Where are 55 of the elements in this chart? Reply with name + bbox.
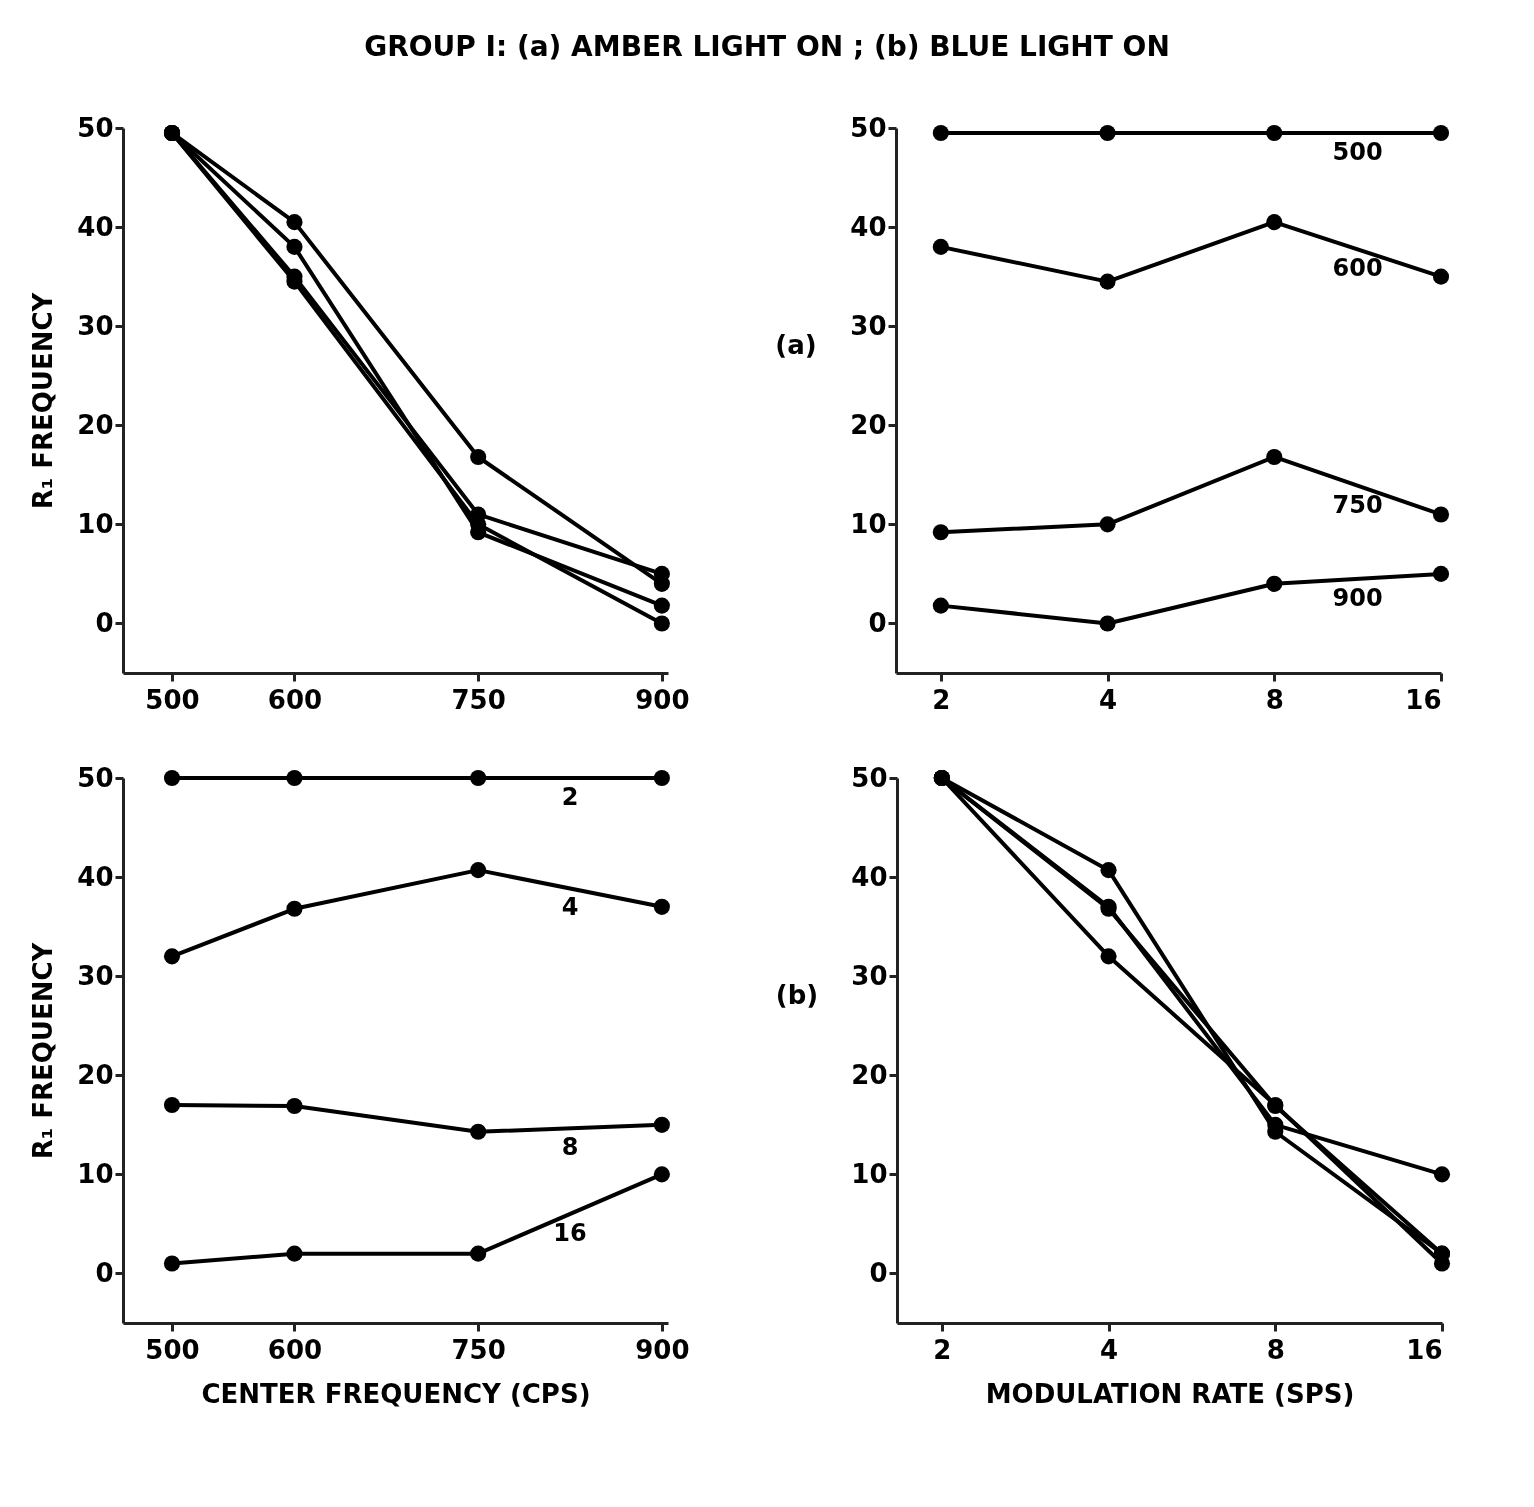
y-tick-label: 30 [850, 310, 887, 341]
x-tick-label: 16 [1406, 1334, 1443, 1365]
x-tick-label: 900 [635, 1334, 690, 1365]
y-tick-label: 30 [851, 960, 888, 991]
series-label: 500 [1332, 137, 1383, 166]
y-tick-label: 50 [77, 762, 114, 793]
x-axis-title: CENTER FREQUENCY (CPS) [201, 1378, 591, 1409]
y-tick-label: 40 [77, 211, 114, 242]
series-label: 900 [1332, 583, 1383, 612]
text: (a) [775, 330, 817, 360]
text: (b) [775, 980, 819, 1010]
x-tick-label: 500 [145, 1334, 200, 1365]
y-axis-title: R₁ FREQUENCY [28, 941, 59, 1160]
y-tick-label: 20 [77, 409, 114, 440]
y-tick-label: 10 [77, 508, 114, 539]
y-tick-label: 30 [77, 960, 114, 991]
y-tick-label: 50 [77, 112, 114, 143]
y-tick-label: 40 [77, 861, 114, 892]
x-tick-label: 750 [451, 1334, 506, 1365]
x-tick-label: 2 [932, 684, 951, 715]
series-label: 600 [1332, 254, 1383, 283]
x-tick-label: 4 [1099, 684, 1118, 715]
x-tick-label: 600 [267, 1334, 323, 1365]
y-tick-label: 10 [77, 1158, 114, 1189]
y-axis-title: R₁ FREQUENCY [28, 291, 59, 510]
y-tick-label: 20 [851, 1059, 888, 1090]
y-tick-label: 20 [850, 409, 887, 440]
x-tick-label: 16 [1405, 684, 1442, 715]
x-tick-label: 8 [1266, 1334, 1285, 1365]
x-tick-label: 2 [933, 1334, 952, 1365]
y-tick-label: 0 [869, 1257, 888, 1288]
series-label: 2 [561, 783, 579, 811]
x-tick-label: 4 [1100, 1334, 1119, 1365]
x-tick-label: 8 [1265, 684, 1284, 715]
y-tick-label: 20 [77, 1059, 114, 1090]
y-tick-label: 50 [850, 112, 887, 143]
y-tick-label: 0 [95, 1257, 114, 1288]
x-tick-label: 500 [145, 684, 200, 715]
y-tick-label: 40 [850, 211, 887, 242]
y-tick-label: 0 [868, 607, 887, 638]
text: GROUP I: (a) AMBER LIGHT ON ; (b) BLUE LIGHT ON [363, 30, 1171, 63]
y-tick-label: 40 [851, 861, 888, 892]
series-label: 8 [561, 1133, 579, 1162]
series-label: 16 [553, 1219, 587, 1247]
y-tick-label: 10 [850, 508, 887, 539]
x-axis-title: MODULATION RATE (SPS) [985, 1378, 1355, 1409]
x-tick-label: 750 [451, 684, 506, 715]
x-tick-label: 600 [267, 684, 323, 715]
series-label: 4 [561, 893, 579, 922]
y-tick-label: 30 [77, 310, 114, 341]
series-label: 750 [1332, 490, 1383, 519]
y-tick-label: 10 [851, 1158, 888, 1189]
y-tick-label: 0 [95, 607, 114, 638]
x-tick-label: 900 [635, 684, 690, 715]
y-tick-label: 50 [851, 762, 888, 793]
